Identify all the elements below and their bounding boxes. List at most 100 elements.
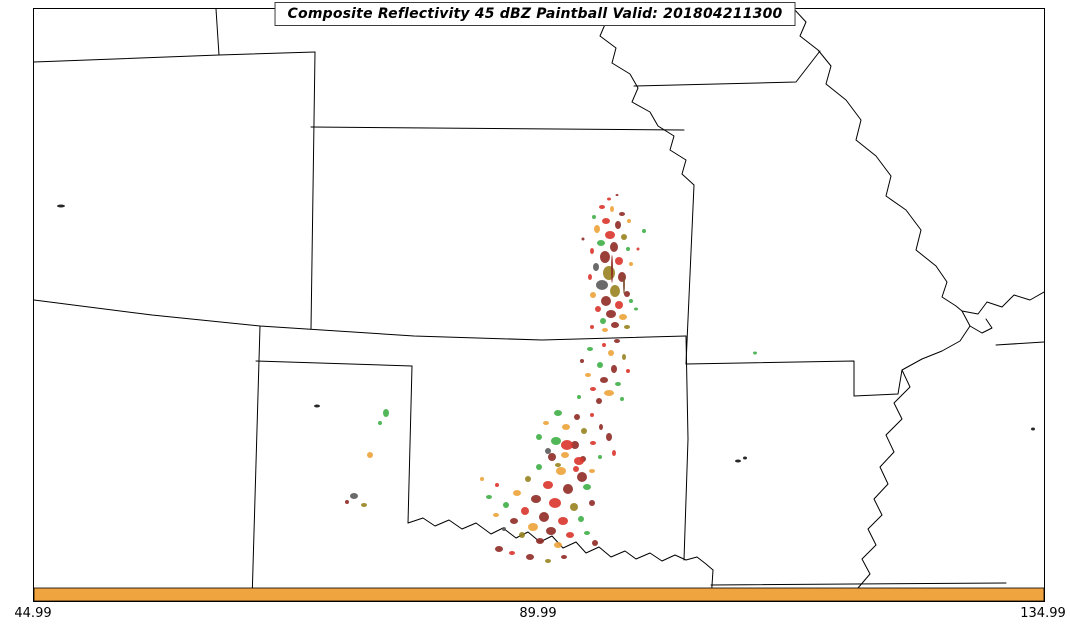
- paintball-blob: [619, 212, 625, 216]
- paintball-blob: [596, 398, 602, 404]
- state-border-newmexico-east: [251, 325, 261, 601]
- paintball-blob: [636, 247, 640, 251]
- paintball-blob: [602, 343, 606, 347]
- paintball-blob: [350, 493, 358, 499]
- paintball-blob: [545, 448, 551, 454]
- paintball-blob: [558, 517, 568, 525]
- paintball-blob: [536, 538, 544, 544]
- paintball-blob: [526, 554, 534, 560]
- paintball-blob: [608, 350, 614, 356]
- paintball-blob: [624, 291, 630, 297]
- paintball-blob: [555, 463, 561, 467]
- paintball-blob: [626, 247, 630, 251]
- paintball-blob: [600, 251, 610, 263]
- paintball-blob: [57, 204, 65, 208]
- paintball-blob: [610, 285, 620, 297]
- paintball-blob: [1031, 427, 1035, 431]
- paintball-blob: [495, 546, 503, 552]
- paintball-blob: [599, 424, 603, 430]
- paintball-blob: [611, 322, 619, 328]
- paintball-blob: [590, 292, 596, 298]
- paintball-blob: [546, 527, 556, 535]
- paintball-blob: [539, 512, 549, 522]
- paintball-blob: [615, 382, 621, 386]
- paintball-blob: [578, 516, 584, 522]
- paintball-blob: [562, 424, 570, 430]
- map-title: Composite Reflectivity 45 dBZ Paintball …: [274, 2, 796, 26]
- paintball-blob: [361, 503, 367, 507]
- paintball-blob: [589, 469, 595, 473]
- paintball-blob: [581, 237, 585, 241]
- paintball-blob: [615, 194, 619, 196]
- paintball-blob: [619, 314, 627, 320]
- paintball-blob: [493, 513, 499, 517]
- state-border-texas-100w: [407, 365, 413, 524]
- paintball-blob: [623, 274, 625, 294]
- state-border-panhandle-south: [255, 360, 413, 367]
- paintball-blob: [602, 328, 608, 332]
- paintball-blob: [486, 495, 492, 499]
- paintball-blob: [574, 414, 580, 420]
- state-border-kansas-nebraska: [310, 126, 685, 131]
- paintball-blob: [596, 280, 608, 290]
- state-border-iowa-missouri: [633, 50, 821, 87]
- state-border-ohio-river: [961, 291, 1044, 315]
- paintball-blob: [600, 318, 606, 324]
- paintball-blob: [585, 373, 591, 377]
- paintball-blob: [634, 307, 638, 311]
- paintball-blob: [574, 457, 584, 465]
- paintball-blob: [583, 484, 591, 490]
- paintball-blob: [607, 197, 611, 201]
- paintball-blob: [587, 347, 593, 351]
- paintball-blob: [606, 433, 612, 441]
- paintball-blob: [314, 404, 320, 408]
- paintball-blob: [743, 456, 747, 460]
- paintball-blob: [519, 532, 525, 538]
- paintball-blob: [543, 421, 549, 425]
- paintball-blob: [610, 206, 614, 212]
- paintball-blob: [615, 301, 623, 309]
- paintball-blob: [592, 215, 596, 219]
- state-border-kentucky-bend: [969, 318, 993, 334]
- paintball-blob: [545, 559, 551, 563]
- paintball-blob: [611, 255, 613, 283]
- paintball-blob: [595, 306, 601, 312]
- paintball-blob: [627, 219, 631, 223]
- paintball-blob: [592, 540, 598, 546]
- paintball-blob: [525, 476, 531, 482]
- paintball-blob: [604, 390, 614, 396]
- paintball-blob: [614, 339, 620, 343]
- paintball-blob: [621, 234, 627, 240]
- paintball-blob: [367, 452, 373, 458]
- paintball-blob: [735, 459, 741, 463]
- paintball-blob: [554, 410, 562, 416]
- paintball-blob: [626, 369, 630, 373]
- paintball-blob: [597, 362, 603, 368]
- state-border-tennessee-kentucky: [995, 341, 1044, 346]
- map-canvas: [34, 9, 1044, 601]
- paintball-blob: [598, 455, 602, 459]
- paintball-blob: [581, 428, 587, 434]
- paintball-blob: [554, 542, 562, 548]
- state-border-37n: [34, 299, 687, 341]
- state-border-33n: [710, 582, 1007, 586]
- paintball-blob: [480, 477, 484, 481]
- paintball-blob: [590, 441, 596, 445]
- x-axis-tick-center: 89.99: [519, 606, 557, 621]
- paintball-blob: [590, 387, 596, 391]
- paintball-blob: [570, 503, 578, 511]
- paintball-blob: [503, 502, 509, 508]
- paintball-blob: [620, 397, 624, 401]
- paintball-blob: [629, 299, 633, 303]
- state-borders: [34, 9, 1044, 601]
- paintball-blob: [605, 231, 615, 239]
- map-frame: [33, 8, 1045, 602]
- state-border-red-river: [407, 517, 714, 571]
- state-border-missouri-west: [685, 184, 695, 365]
- state-border-missouri-arkansas: [685, 360, 903, 397]
- paintball-blob: [510, 518, 518, 524]
- paintball-blob: [561, 555, 567, 559]
- paintball-blob: [383, 409, 389, 417]
- paintball-blob: [600, 377, 608, 383]
- paintball-blob: [584, 531, 590, 535]
